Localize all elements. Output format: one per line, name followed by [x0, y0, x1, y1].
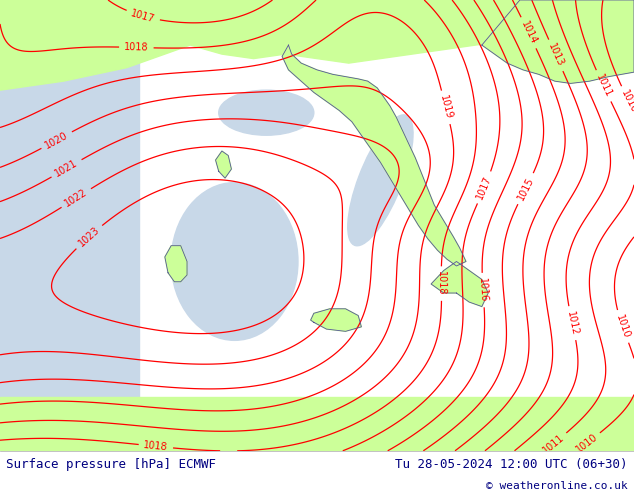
Text: 1023: 1023	[77, 225, 101, 249]
Text: 1017: 1017	[475, 174, 494, 201]
Text: 1012: 1012	[565, 310, 579, 336]
Text: 1015: 1015	[515, 175, 536, 202]
Text: © weatheronline.co.uk: © weatheronline.co.uk	[486, 481, 628, 490]
Text: 1016: 1016	[477, 277, 489, 303]
Text: 1019: 1019	[438, 94, 454, 121]
Text: 1018: 1018	[124, 42, 149, 53]
Text: 1017: 1017	[130, 8, 156, 24]
Polygon shape	[431, 262, 488, 307]
Polygon shape	[0, 0, 634, 90]
Text: 1014: 1014	[519, 20, 538, 46]
Polygon shape	[165, 245, 187, 282]
Text: 1011: 1011	[540, 432, 566, 456]
Text: 1018: 1018	[436, 271, 446, 296]
Text: 1022: 1022	[63, 187, 89, 209]
Text: 1010: 1010	[619, 89, 634, 115]
Ellipse shape	[219, 90, 314, 135]
Polygon shape	[282, 45, 466, 266]
Text: Surface pressure [hPa] ECMWF: Surface pressure [hPa] ECMWF	[6, 458, 216, 471]
Text: 1013: 1013	[547, 42, 566, 69]
Text: 1011: 1011	[594, 73, 613, 99]
Text: 1021: 1021	[53, 158, 80, 179]
Text: 1018: 1018	[143, 440, 169, 452]
Polygon shape	[0, 397, 634, 451]
Text: Tu 28-05-2024 12:00 UTC (06+30): Tu 28-05-2024 12:00 UTC (06+30)	[395, 458, 628, 471]
Polygon shape	[216, 151, 231, 178]
FancyBboxPatch shape	[0, 0, 139, 451]
Ellipse shape	[171, 183, 298, 341]
Text: 1010: 1010	[574, 432, 599, 455]
Text: 1020: 1020	[44, 130, 70, 150]
Ellipse shape	[348, 115, 413, 246]
Text: 1010: 1010	[614, 313, 631, 340]
Polygon shape	[311, 309, 361, 331]
Polygon shape	[482, 0, 634, 83]
